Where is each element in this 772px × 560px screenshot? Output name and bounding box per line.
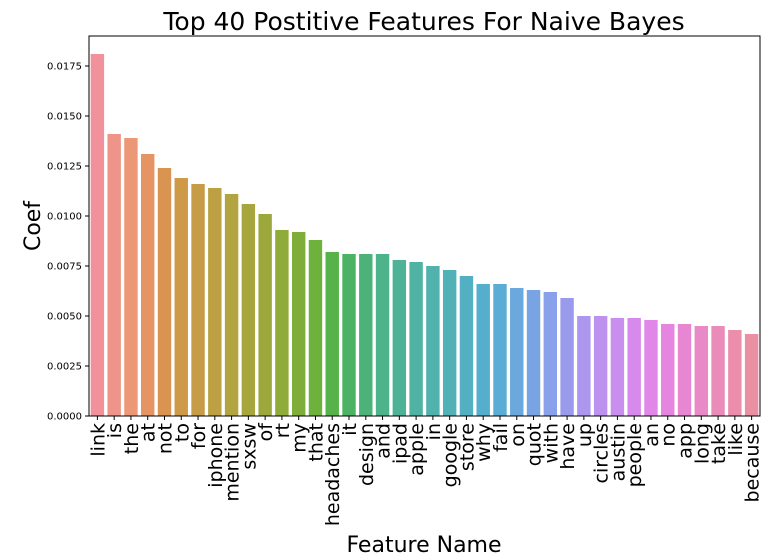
x-tick-label: it [339, 423, 361, 436]
bar-up [577, 316, 591, 416]
x-tick-label: fail [490, 423, 512, 452]
bars [90, 54, 759, 416]
y-tick-label: 0.0025 [47, 362, 82, 373]
bar-no [661, 324, 675, 416]
bar-to [174, 178, 188, 416]
x-tick-label: people [624, 423, 646, 487]
bar-in [426, 266, 440, 416]
x-axis-label: Feature Name [346, 533, 501, 558]
x-tick-label: that [305, 423, 327, 462]
x-tick-label: and [373, 423, 395, 459]
x-tick-label: design [356, 423, 378, 486]
x-tick-label: an [641, 423, 663, 447]
bar-link [90, 54, 105, 416]
bar-take [711, 326, 725, 416]
bar-austin [610, 318, 625, 416]
bar-iphone [208, 188, 222, 416]
y-axis-label: Coef [21, 200, 46, 251]
bar-long [694, 326, 708, 416]
bar-mention [224, 194, 239, 416]
y-tick-label: 0.0100 [47, 212, 82, 223]
x-tick-label: google [440, 423, 462, 487]
y-tick-label: 0.0150 [47, 112, 82, 123]
bar-with [543, 292, 558, 416]
x-tick-label: up [574, 423, 596, 447]
x-tick-label: long [691, 423, 713, 464]
bar-headaches [325, 252, 339, 416]
x-tick-label: with [540, 423, 562, 463]
bar-it [342, 254, 356, 416]
bar-because [744, 334, 759, 416]
x-tick-label: austin [607, 423, 629, 481]
bar-of [258, 214, 272, 416]
x-tick-label: store [456, 423, 478, 471]
bar-for [191, 184, 205, 416]
bar-my [291, 232, 306, 416]
x-tick-label: circles [591, 423, 613, 483]
x-tick-label: on [507, 423, 529, 447]
bar-an [644, 320, 658, 416]
x-tick-label: of [255, 422, 277, 442]
x-axis-ticks: linkistheatnottoforiphonementionsxswofrt… [87, 416, 764, 526]
bar-store [459, 276, 474, 416]
x-tick-label: ipad [389, 423, 411, 464]
x-tick-label: because [742, 423, 764, 502]
y-tick-label: 0.0125 [47, 162, 82, 173]
x-tick-label: app [675, 423, 697, 459]
bar-ipad [392, 260, 407, 416]
x-tick-label: why [473, 423, 495, 462]
bar-have [560, 298, 574, 416]
bar-sxsw [241, 204, 256, 416]
x-tick-label: take [708, 423, 730, 464]
x-tick-label: to [171, 423, 193, 442]
chart-title: Top 40 Postitive Features For Naive Baye… [162, 7, 684, 36]
x-tick-label: link [87, 423, 109, 457]
bar-like [728, 330, 742, 416]
x-tick-label: iphone [205, 423, 227, 488]
bar-design [359, 254, 373, 416]
bar-and [375, 254, 390, 416]
bar-is [107, 134, 121, 416]
bar-fail [493, 284, 507, 416]
x-tick-label: quot [524, 423, 546, 466]
x-tick-label: not [154, 423, 176, 454]
x-tick-label: like [725, 423, 747, 456]
x-tick-label: my [289, 423, 311, 453]
x-tick-label: rt [272, 423, 294, 438]
bar-on [510, 288, 524, 416]
y-tick-label: 0.0175 [47, 62, 82, 73]
plot-frame [88, 35, 761, 417]
x-tick-label: for [188, 423, 210, 449]
x-tick-label: in [423, 423, 445, 440]
bar-circles [593, 316, 608, 416]
bar-app [677, 324, 692, 416]
bar-why [476, 284, 490, 416]
bar-at [141, 154, 155, 416]
bar-the [124, 138, 138, 416]
bar-quot [526, 290, 541, 416]
x-tick-label: no [658, 423, 680, 447]
x-tick-label: apple [406, 423, 428, 476]
bar-that [308, 240, 323, 416]
bar-google [442, 270, 457, 416]
x-tick-label: mention [222, 423, 244, 502]
y-axis-ticks: 0.0000 0.0025 0.0050 0.0075 0.0100 0.0125 0.01… [47, 62, 89, 423]
y-tick-label: 0.0050 [47, 312, 82, 323]
bar-rt [275, 230, 289, 416]
bar-not [157, 168, 172, 416]
y-tick-label: 0.0075 [47, 262, 82, 273]
y-tick-label: 0.0000 [47, 412, 82, 423]
x-tick-label: headaches [322, 423, 344, 526]
bar-apple [409, 262, 423, 416]
x-tick-label: at [138, 423, 160, 442]
bar-people [627, 318, 641, 416]
x-tick-label: is [104, 423, 126, 438]
x-tick-label: the [121, 423, 143, 454]
x-tick-label: sxsw [238, 423, 260, 470]
x-tick-label: have [557, 423, 579, 470]
